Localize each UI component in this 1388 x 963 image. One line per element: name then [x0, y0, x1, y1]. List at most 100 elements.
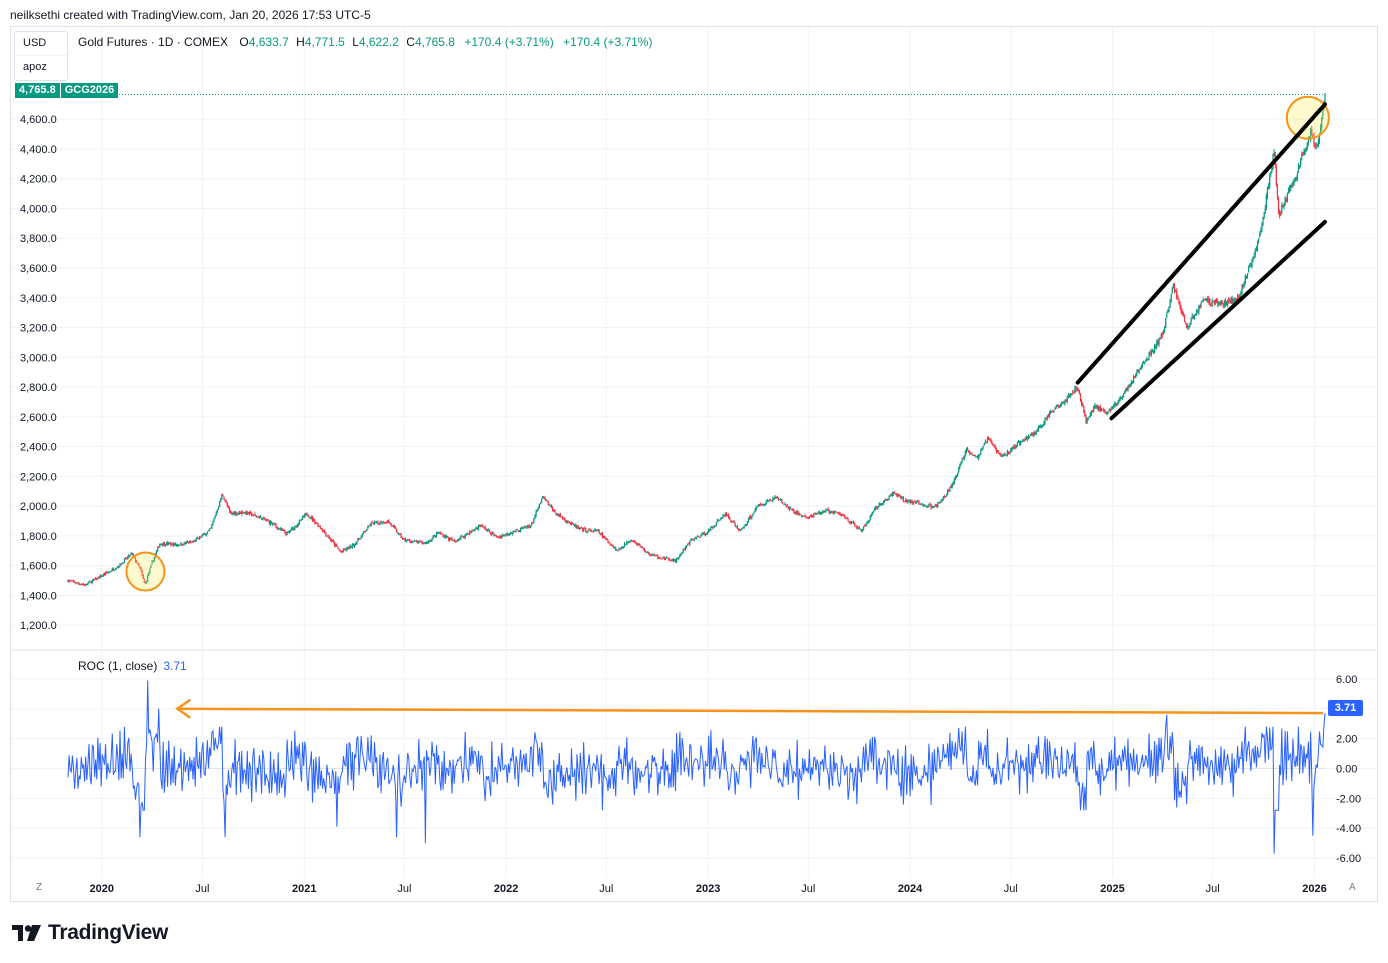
candle-body — [111, 568, 113, 571]
candle-body — [1234, 299, 1236, 301]
auto-scale-button[interactable]: A — [1349, 882, 1356, 893]
time-axis: 2020 Jul 2021 Jul 2022 Jul 2023 Jul 2024 Jul 2025 J… — [90, 883, 1327, 895]
currency-box[interactable]: USD apoz — [14, 31, 68, 81]
candle-body — [309, 517, 311, 519]
currency-label[interactable]: USD — [23, 37, 47, 49]
candle-body — [492, 531, 494, 534]
candle-body — [779, 499, 782, 501]
candle-body — [1170, 294, 1172, 301]
candle-body — [456, 540, 459, 542]
candle-body — [382, 521, 384, 524]
candle-body — [765, 501, 767, 505]
time-tick-label: Jul — [801, 883, 815, 895]
candle-body — [955, 476, 958, 478]
candle-body — [234, 512, 236, 515]
roc-tick-label: 6.00 — [1336, 674, 1357, 686]
candle-body — [960, 462, 962, 466]
candle-body — [1134, 376, 1136, 378]
candle-body — [1249, 264, 1251, 266]
candle-body — [1024, 439, 1026, 441]
candle-body — [590, 529, 592, 532]
candle-body — [1201, 300, 1203, 302]
candle-body — [1186, 323, 1188, 328]
candle-body — [962, 458, 964, 460]
tradingview-brand: TradingView — [48, 921, 169, 944]
candle-body — [559, 514, 561, 518]
candle-body — [834, 511, 836, 513]
candle-body — [435, 533, 438, 537]
candle-body — [897, 494, 899, 497]
candle-body — [1015, 445, 1017, 448]
candle-body — [615, 547, 617, 551]
upper-channel-line[interactable] — [1075, 102, 1327, 385]
candle-body — [454, 541, 456, 543]
candle-body — [926, 505, 928, 507]
scale-label[interactable]: apoz — [15, 55, 67, 79]
candle-body — [68, 580, 70, 583]
candle-body — [1051, 411, 1053, 413]
candle-body — [1219, 302, 1221, 305]
candle-body — [450, 537, 452, 539]
candle-body — [470, 531, 472, 533]
candle-body — [833, 511, 835, 514]
candle-body — [743, 525, 745, 529]
highlight-circle-2026[interactable] — [1285, 95, 1330, 140]
candle-body — [255, 515, 257, 517]
highlight-circle-2020[interactable] — [125, 551, 166, 592]
candle-body — [113, 569, 116, 571]
change-value: +170.4 (+3.71%) — [464, 35, 554, 49]
candle-body — [1265, 195, 1267, 208]
candle-body — [1306, 143, 1308, 149]
candle-body — [417, 541, 419, 543]
tradingview-logo[interactable]: TradingView — [12, 921, 168, 945]
candle-body — [1013, 445, 1015, 448]
candle-body — [318, 525, 320, 527]
candle-body — [716, 520, 719, 522]
candle-body — [1155, 346, 1157, 348]
arrow-line[interactable] — [177, 707, 1324, 715]
roc-name[interactable]: ROC (1, close) — [78, 659, 158, 673]
candle-body — [1301, 154, 1303, 158]
candle-body — [1259, 233, 1261, 238]
candle-body — [533, 519, 535, 524]
candle-body — [666, 557, 668, 559]
last-price-value: 4,765.8 — [15, 83, 60, 98]
candle-body — [1319, 126, 1322, 133]
lower-channel-line[interactable] — [1109, 219, 1327, 421]
candle-body — [349, 545, 351, 548]
candle-body — [86, 584, 88, 586]
candle-body — [503, 535, 505, 537]
candle-body — [645, 551, 647, 553]
candle-body — [1035, 430, 1037, 435]
candle-body — [1090, 410, 1093, 415]
candle-body — [344, 549, 346, 551]
candle-body — [1121, 395, 1124, 398]
candle-body — [658, 558, 660, 560]
candle-body — [818, 512, 820, 515]
candle-body — [591, 531, 594, 533]
candle-body — [137, 563, 139, 565]
candle-body — [1053, 411, 1055, 413]
candle-body — [843, 515, 845, 517]
candle-body — [866, 522, 868, 524]
candle-body — [467, 533, 470, 535]
candle-body — [599, 533, 601, 535]
candle-body — [1194, 314, 1197, 316]
price-tick-label: 3,600.0 — [20, 263, 57, 275]
candle-body — [729, 517, 731, 520]
candle-body — [1065, 400, 1067, 402]
candle-body — [1231, 298, 1233, 304]
candle-body — [507, 534, 509, 536]
candle-body — [357, 538, 359, 541]
candle-body — [964, 450, 966, 457]
timezone-button[interactable]: Z — [36, 882, 43, 893]
candle-body — [222, 494, 224, 497]
candle-body — [617, 550, 619, 552]
candle-body — [867, 521, 869, 524]
symbol-name[interactable]: Gold Futures · 1D · COMEX — [78, 35, 229, 49]
candle-body — [518, 530, 521, 532]
candle-body — [166, 542, 169, 545]
candle-body — [524, 526, 526, 528]
candle-body — [481, 525, 483, 527]
